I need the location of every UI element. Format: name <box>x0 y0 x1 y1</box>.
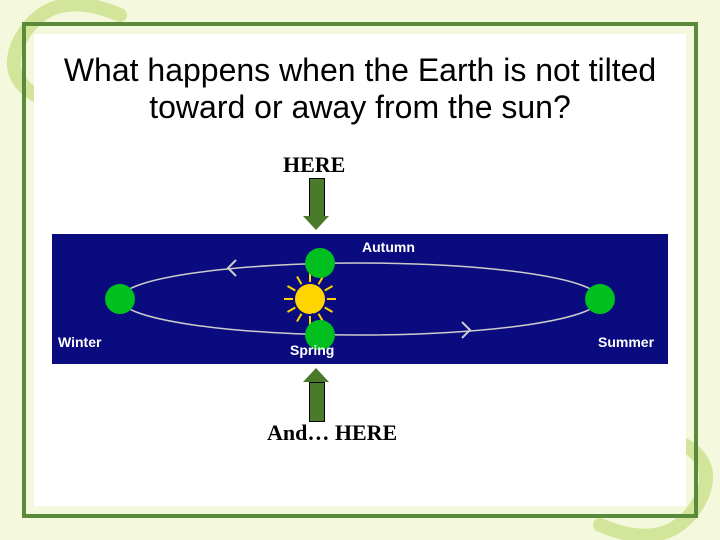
slide-title: What happens when the Earth is not tilte… <box>50 52 670 126</box>
arrow-bottom-head-icon <box>303 368 329 382</box>
and-here-label-bottom: And… HERE <box>267 420 397 446</box>
season-label-winter: Winter <box>58 334 101 350</box>
season-label-spring: Spring <box>290 342 334 358</box>
arrow-bottom <box>309 382 325 422</box>
season-label-autumn: Autumn <box>362 239 415 255</box>
arrow-top-head-icon <box>303 216 329 230</box>
arrow-top <box>309 178 325 218</box>
slide: What happens when the Earth is not tilte… <box>0 0 720 540</box>
orbit-svg <box>52 234 668 364</box>
here-label-top: HERE <box>283 152 345 178</box>
season-label-summer: Summer <box>598 334 654 350</box>
orbit-diagram: Autumn Spring Winter Summer <box>52 234 668 364</box>
